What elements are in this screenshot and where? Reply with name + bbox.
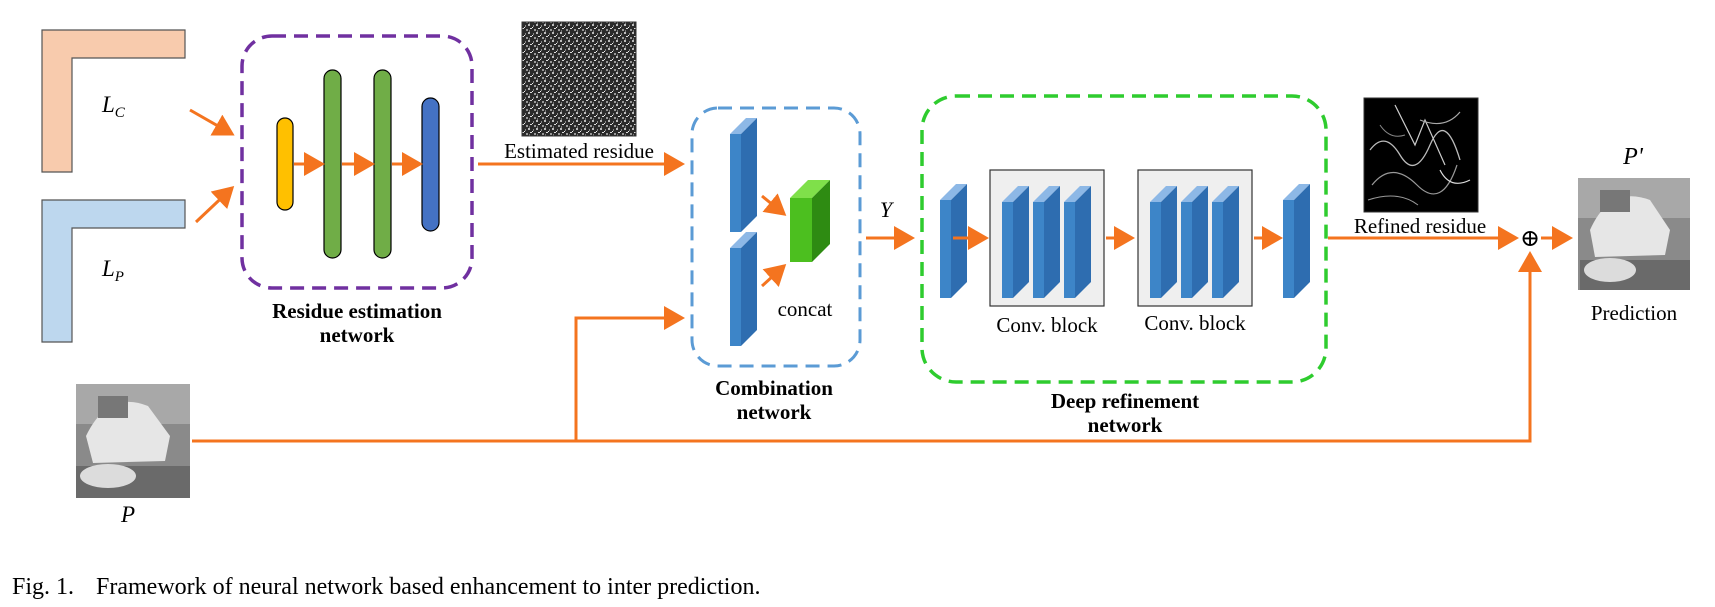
concat-label: concat: [778, 297, 833, 321]
refinement-title-2: network: [1088, 413, 1163, 437]
deep-refinement-network-box: [920, 94, 1328, 384]
lc-arrow: [189, 108, 235, 136]
refined-residue-image: [1363, 97, 1479, 213]
layer-green-2: [373, 69, 392, 259]
lp-reference-block: LP: [41, 199, 186, 343]
residue-network-title-2: network: [320, 323, 395, 347]
layer-blue: [421, 97, 440, 232]
layer-yellow: [276, 117, 294, 211]
p-prime-label: P': [1622, 144, 1644, 170]
prediction-label: Prediction: [1591, 301, 1678, 325]
combination-title-2: network: [737, 400, 812, 424]
refined-residue-label: Refined residue: [1354, 214, 1486, 238]
conv-block-2-layers: [1150, 186, 1239, 298]
lc-label: LC: [101, 92, 126, 121]
combination-title-1: Combination: [715, 376, 833, 400]
sum-operator: ⊕: [1520, 226, 1540, 252]
combination-network-box: [690, 106, 862, 368]
conv-block-2-label: Conv. block: [1144, 311, 1246, 335]
conv-block-1-layers: [1002, 186, 1091, 298]
concat-layer: [790, 180, 830, 262]
lc-reference-block: LC: [41, 29, 186, 173]
figure-caption-text: Framework of neural network based enhanc…: [96, 574, 761, 600]
y-label: Y: [880, 197, 895, 222]
refine-input-layer: [940, 184, 967, 298]
p-to-combination-arrow: [574, 306, 685, 441]
combo-arrow-1: [761, 193, 787, 216]
layer-green-1: [323, 69, 342, 259]
conv-layer-bottom: [730, 232, 757, 346]
combo-arrow-2: [760, 263, 787, 288]
lp-label: LP: [101, 256, 124, 285]
conv-block-1-label: Conv. block: [996, 313, 1098, 337]
estimated-residue-label: Estimated residue: [504, 139, 654, 163]
conv-layer-top: [730, 118, 757, 232]
lp-arrow: [194, 185, 235, 224]
refine-output-layer: [1283, 184, 1310, 298]
figure-caption: Fig. 1. Framework of neural network based…: [12, 574, 760, 601]
p-label: P: [120, 502, 135, 527]
prediction-image: [1578, 178, 1690, 290]
figure-number: Fig. 1.: [12, 574, 75, 600]
p-to-sum-arrow: [192, 251, 1542, 443]
p-input-image: [76, 384, 190, 498]
estimated-residue-image: [521, 21, 637, 137]
residue-estimation-network-box: [240, 34, 474, 290]
refinement-title-1: Deep refinement: [1051, 389, 1199, 413]
residue-network-title-1: Residue estimation: [272, 299, 442, 323]
